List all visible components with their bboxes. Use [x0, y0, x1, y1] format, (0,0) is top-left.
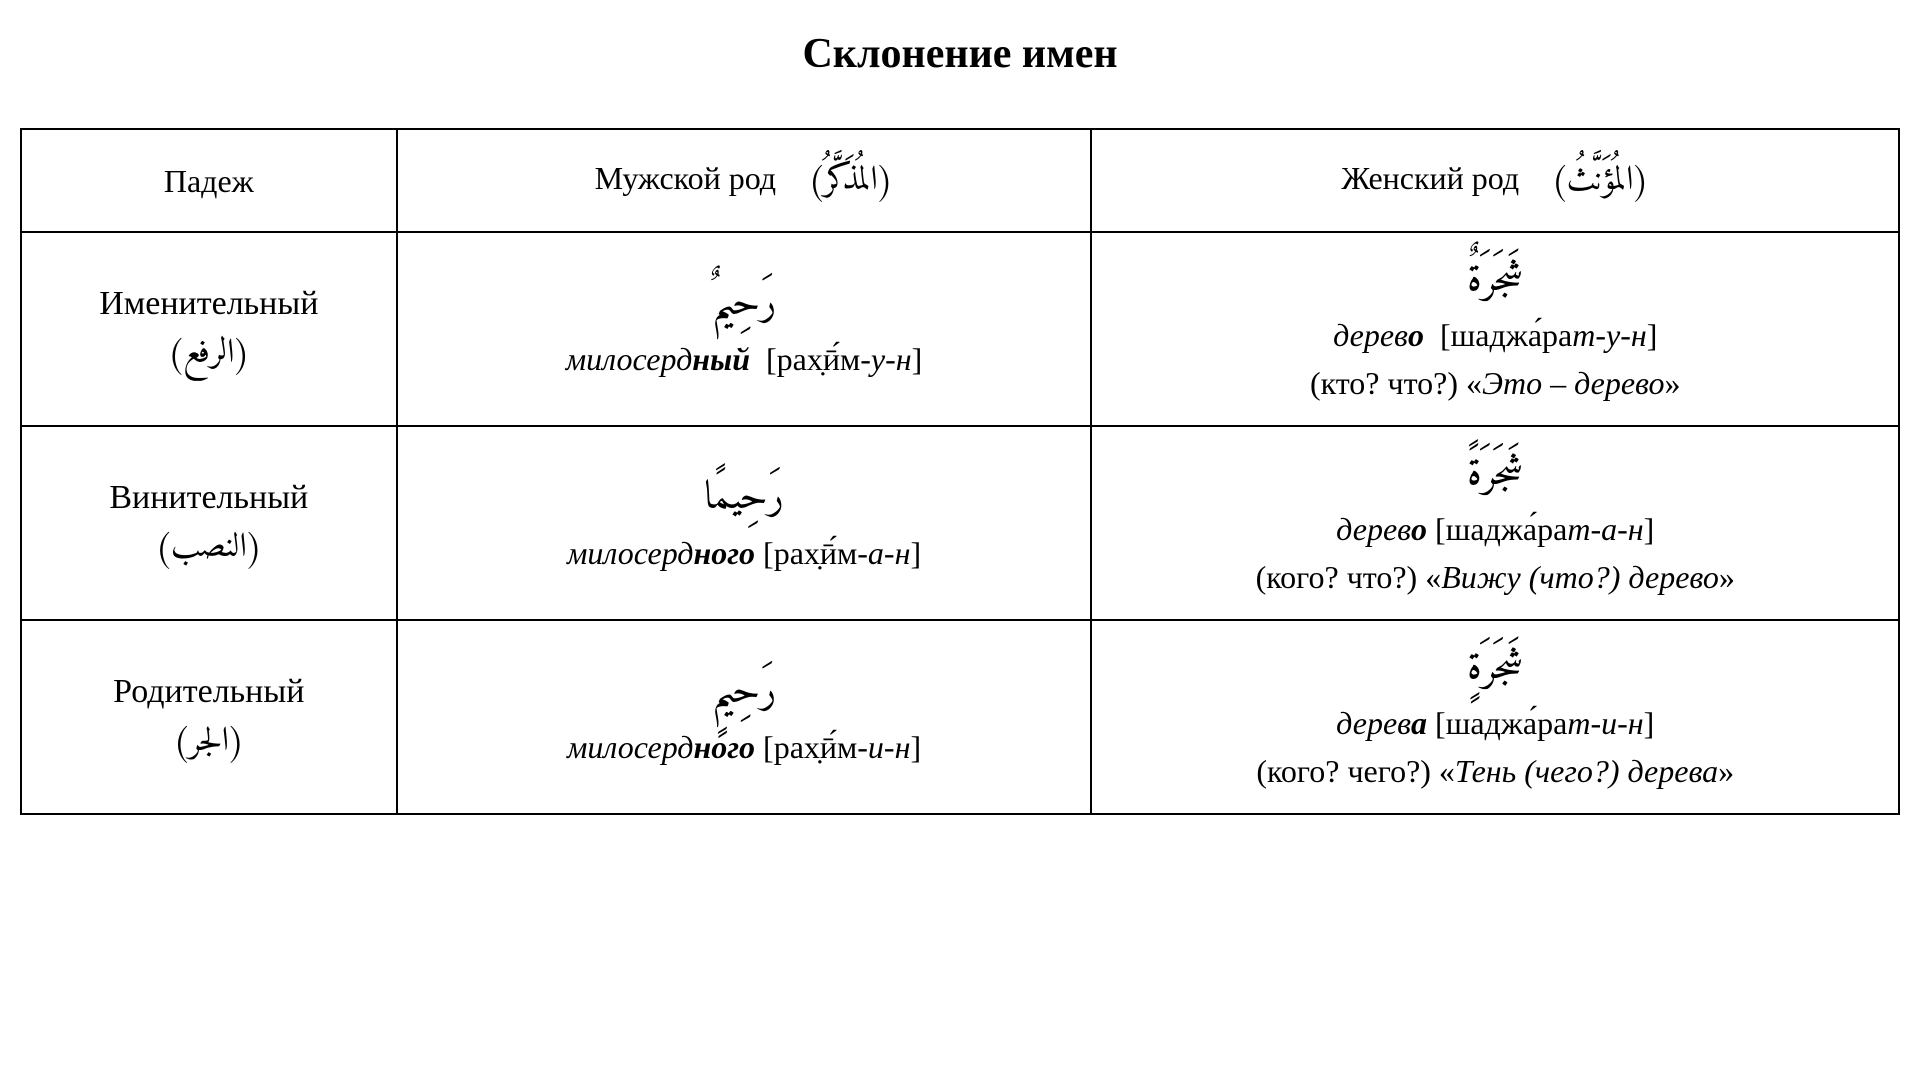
fem-cell: شَجَرَةٌ дерево [шаджа́рат-у-н] (кто? чт… — [1091, 232, 1899, 426]
fem-trans-bold: а — [1411, 705, 1427, 741]
case-cell: Именительный (الرفع) — [21, 232, 397, 426]
fem-translit-suffix: т-у-н — [1572, 317, 1647, 353]
fem-trans-prefix: дерев — [1336, 511, 1411, 547]
declension-table: Падеж Мужской род (المُذَكَّرُ) Женский … — [20, 128, 1900, 815]
col-header-fem-ru: Женский род — [1341, 160, 1519, 196]
masc-cell: رَحِيمٌ милосердный [рах̣ӣ́м-у-н] — [397, 232, 1092, 426]
masc-arabic: رَحِيمٍ — [410, 663, 1079, 723]
page-title: Склонение имен — [20, 30, 1900, 78]
fem-ex-post: » — [1719, 559, 1735, 595]
fem-cell: شَجَرَةً дерево [шаджа́рат-а-н] (кого? ч… — [1091, 426, 1899, 620]
col-header-case: Падеж — [21, 129, 397, 232]
table-row: Родительный (الجر) رَحِيمٍ милосердного … — [21, 620, 1899, 814]
table-header-row: Падеж Мужской род (المُذَكَّرُ) Женский … — [21, 129, 1899, 232]
fem-ex-it1: Это – дерево — [1482, 365, 1665, 401]
fem-translit-prefix: шаджа́ра — [1446, 511, 1568, 547]
case-ar: (الجر) — [34, 717, 384, 768]
fem-arabic: شَجَرَةٌ — [1104, 251, 1886, 311]
fem-cell: شَجَرَةٍ дерева [шаджа́рат-и-н] (кого? ч… — [1091, 620, 1899, 814]
masc-trans-prefix: милосерд — [567, 729, 694, 765]
fem-question: (кого? чего?) — [1256, 753, 1431, 789]
masc-translit-prefix: рах̣ӣ́м — [774, 729, 858, 765]
fem-ex-it1: Тень (чего?) дерева — [1455, 753, 1718, 789]
masc-trans-prefix: милосерд — [566, 341, 693, 377]
case-ar: (الرفع) — [34, 329, 384, 380]
fem-ex-post: » — [1665, 365, 1681, 401]
fem-arabic: شَجَرَةٍ — [1104, 639, 1886, 699]
masc-cell: رَحِيمًا милосердного [рах̣ӣ́м-а-н] — [397, 426, 1092, 620]
fem-ex-pre: « — [1466, 365, 1482, 401]
masc-arabic: رَحِيمٌ — [410, 275, 1079, 335]
col-header-fem-ar: (المُؤَنَّثُ) — [1551, 151, 1649, 211]
masc-trans-bold: ный — [692, 341, 750, 377]
masc-translit-suffix: -и-н — [857, 729, 910, 765]
fem-ex-pre: « — [1425, 559, 1441, 595]
table-row: Именительный (الرفع) رَحِيمٌ милосердный… — [21, 232, 1899, 426]
fem-ex-pre: « — [1439, 753, 1455, 789]
fem-question: (кто? что?) — [1310, 365, 1458, 401]
masc-trans-prefix: милосерд — [567, 535, 694, 571]
fem-trans-prefix: дерев — [1336, 705, 1411, 741]
masc-trans-bold: ного — [693, 729, 755, 765]
case-cell: Винительный (النصب) — [21, 426, 397, 620]
table-row: Винительный (النصب) رَحِيمًا милосердног… — [21, 426, 1899, 620]
case-ru: Родительный — [34, 666, 384, 717]
col-header-masc-ar: (المُذَكَّرُ) — [808, 151, 893, 211]
col-header-fem: Женский род (المُؤَنَّثُ) — [1091, 129, 1899, 232]
fem-trans-prefix: дерев — [1333, 317, 1408, 353]
masc-translit-suffix: -а-н — [857, 535, 910, 571]
fem-translit-suffix: т-а-н — [1567, 511, 1643, 547]
fem-translit-suffix: т-и-н — [1567, 705, 1643, 741]
masc-translit-prefix: рах̣ӣ́м — [774, 535, 858, 571]
fem-trans-bold: о — [1408, 317, 1424, 353]
case-ru: Винительный — [34, 472, 384, 523]
case-ar: (النصب) — [34, 523, 384, 574]
masc-cell: رَحِيمٍ милосердного [рах̣ӣ́м-и-н] — [397, 620, 1092, 814]
fem-translit-prefix: шаджа́ра — [1446, 705, 1568, 741]
fem-translit-prefix: шаджа́ра — [1451, 317, 1573, 353]
col-header-masc: Мужской род (المُذَكَّرُ) — [397, 129, 1092, 232]
fem-ex-it1: Вижу (что?) дерево — [1441, 559, 1719, 595]
case-ru: Именительный — [34, 278, 384, 329]
fem-arabic: شَجَرَةً — [1104, 445, 1886, 505]
fem-question: (кого? что?) — [1256, 559, 1418, 595]
fem-trans-bold: о — [1411, 511, 1427, 547]
masc-translit-prefix: рах̣ӣ́м — [777, 341, 861, 377]
case-cell: Родительный (الجر) — [21, 620, 397, 814]
masc-arabic: رَحِيمًا — [410, 469, 1079, 529]
col-header-case-ru: Падеж — [164, 163, 254, 199]
masc-trans-bold: ного — [693, 535, 755, 571]
fem-ex-post: » — [1718, 753, 1734, 789]
col-header-masc-ru: Мужской род — [595, 160, 776, 196]
masc-translit-suffix: -у-н — [860, 341, 911, 377]
